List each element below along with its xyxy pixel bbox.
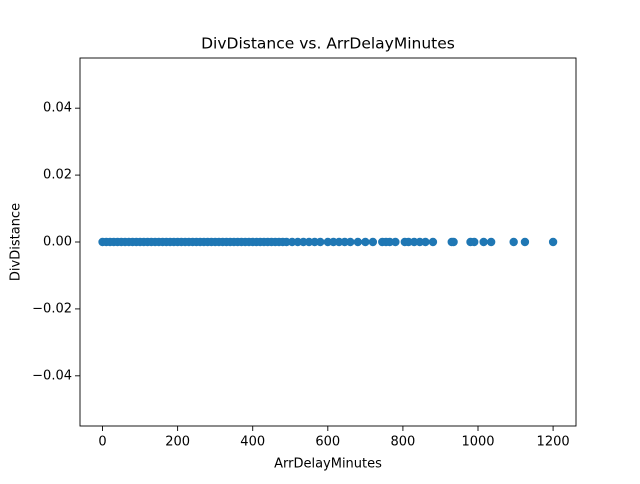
y-tick-label: 0.02 — [43, 168, 72, 183]
point — [361, 237, 370, 247]
chart-title: DivDistance vs. ArrDelayMinutes — [201, 35, 455, 53]
point — [346, 237, 355, 247]
point — [509, 237, 518, 247]
x-tick-label: 0 — [98, 435, 106, 450]
x-tick-label: 400 — [240, 435, 265, 450]
point — [548, 237, 558, 247]
y-axis-label: DivDistance — [9, 203, 24, 281]
x-tick-label: 600 — [315, 435, 340, 450]
y-tick-label: 0.00 — [43, 235, 72, 250]
x-tick-label: 1000 — [461, 435, 494, 450]
y-tick-label: −0.02 — [32, 301, 72, 316]
point — [470, 237, 479, 247]
point — [486, 237, 496, 247]
point — [353, 237, 363, 247]
x-tick-label: 200 — [165, 435, 190, 450]
point — [368, 237, 378, 247]
x-axis-label: ArrDelayMinutes — [274, 457, 382, 472]
x-tick-label: 800 — [390, 435, 415, 450]
point — [428, 237, 438, 247]
point — [421, 237, 430, 247]
y-tick-label: −0.04 — [32, 368, 72, 383]
x-tick-label: 1200 — [537, 435, 570, 450]
point — [449, 237, 458, 247]
point — [316, 237, 325, 247]
point — [391, 237, 400, 247]
y-tick-label: 0.04 — [43, 101, 72, 116]
point — [520, 237, 530, 247]
point — [479, 237, 488, 247]
